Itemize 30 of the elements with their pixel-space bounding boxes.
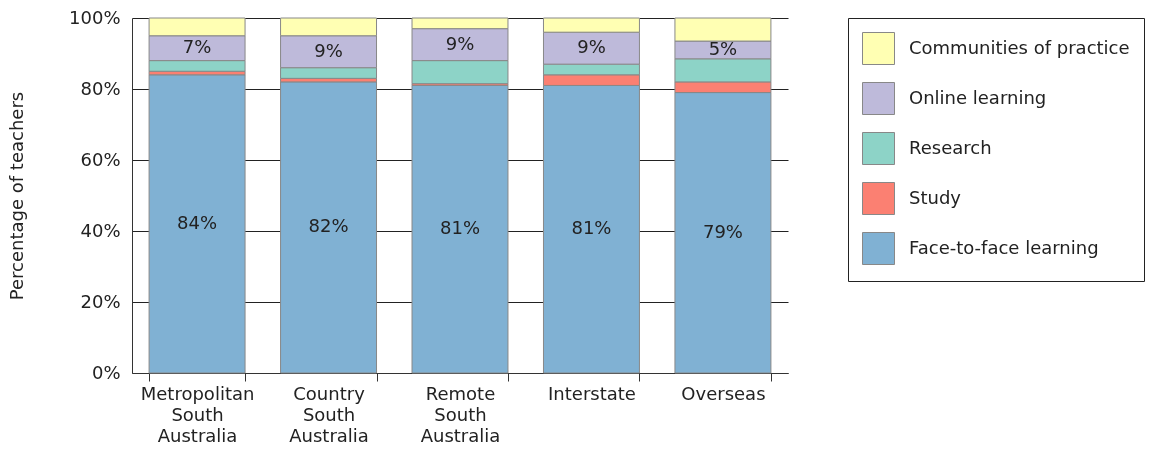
y-tick-label: 20% [80,290,121,312]
data-label: 79% [702,220,743,242]
y-tick-label: 0% [91,361,121,383]
data-label: 81% [439,217,481,239]
x-tick-label: Remote South Australia [420,382,501,446]
data-label: 9% [445,32,475,54]
y-tick-label: 40% [80,219,121,241]
x-tick-label: Overseas [681,382,766,404]
bar [411,84,509,374]
data-label: 9% [314,39,343,61]
data-label: 5% [708,37,738,59]
legend-label: Face-to-face learning [909,236,1099,258]
legend-label: Online learning [909,86,1047,108]
data-label: 82% [308,215,349,237]
x-tick-label: Interstate [548,382,636,404]
bar [280,81,378,374]
y-tick-label: 100% [69,6,121,28]
legend-label: Communities of practice [909,36,1130,58]
data-label: 9% [577,36,606,58]
bar [148,74,246,374]
y-axis-title: Percentage of teachers [6,91,28,301]
x-tick-label: Country South Australia [289,382,369,446]
data-label: 81% [571,217,612,239]
y-tick-label: 60% [80,148,121,170]
y-tick-label: 80% [80,77,121,99]
legend-label: Study [909,186,962,208]
legend-label: Research [909,136,992,158]
data-label: 7% [182,36,212,58]
data-label: 84% [177,211,218,233]
x-tick-label: Metropolitan South Australia [140,382,255,446]
